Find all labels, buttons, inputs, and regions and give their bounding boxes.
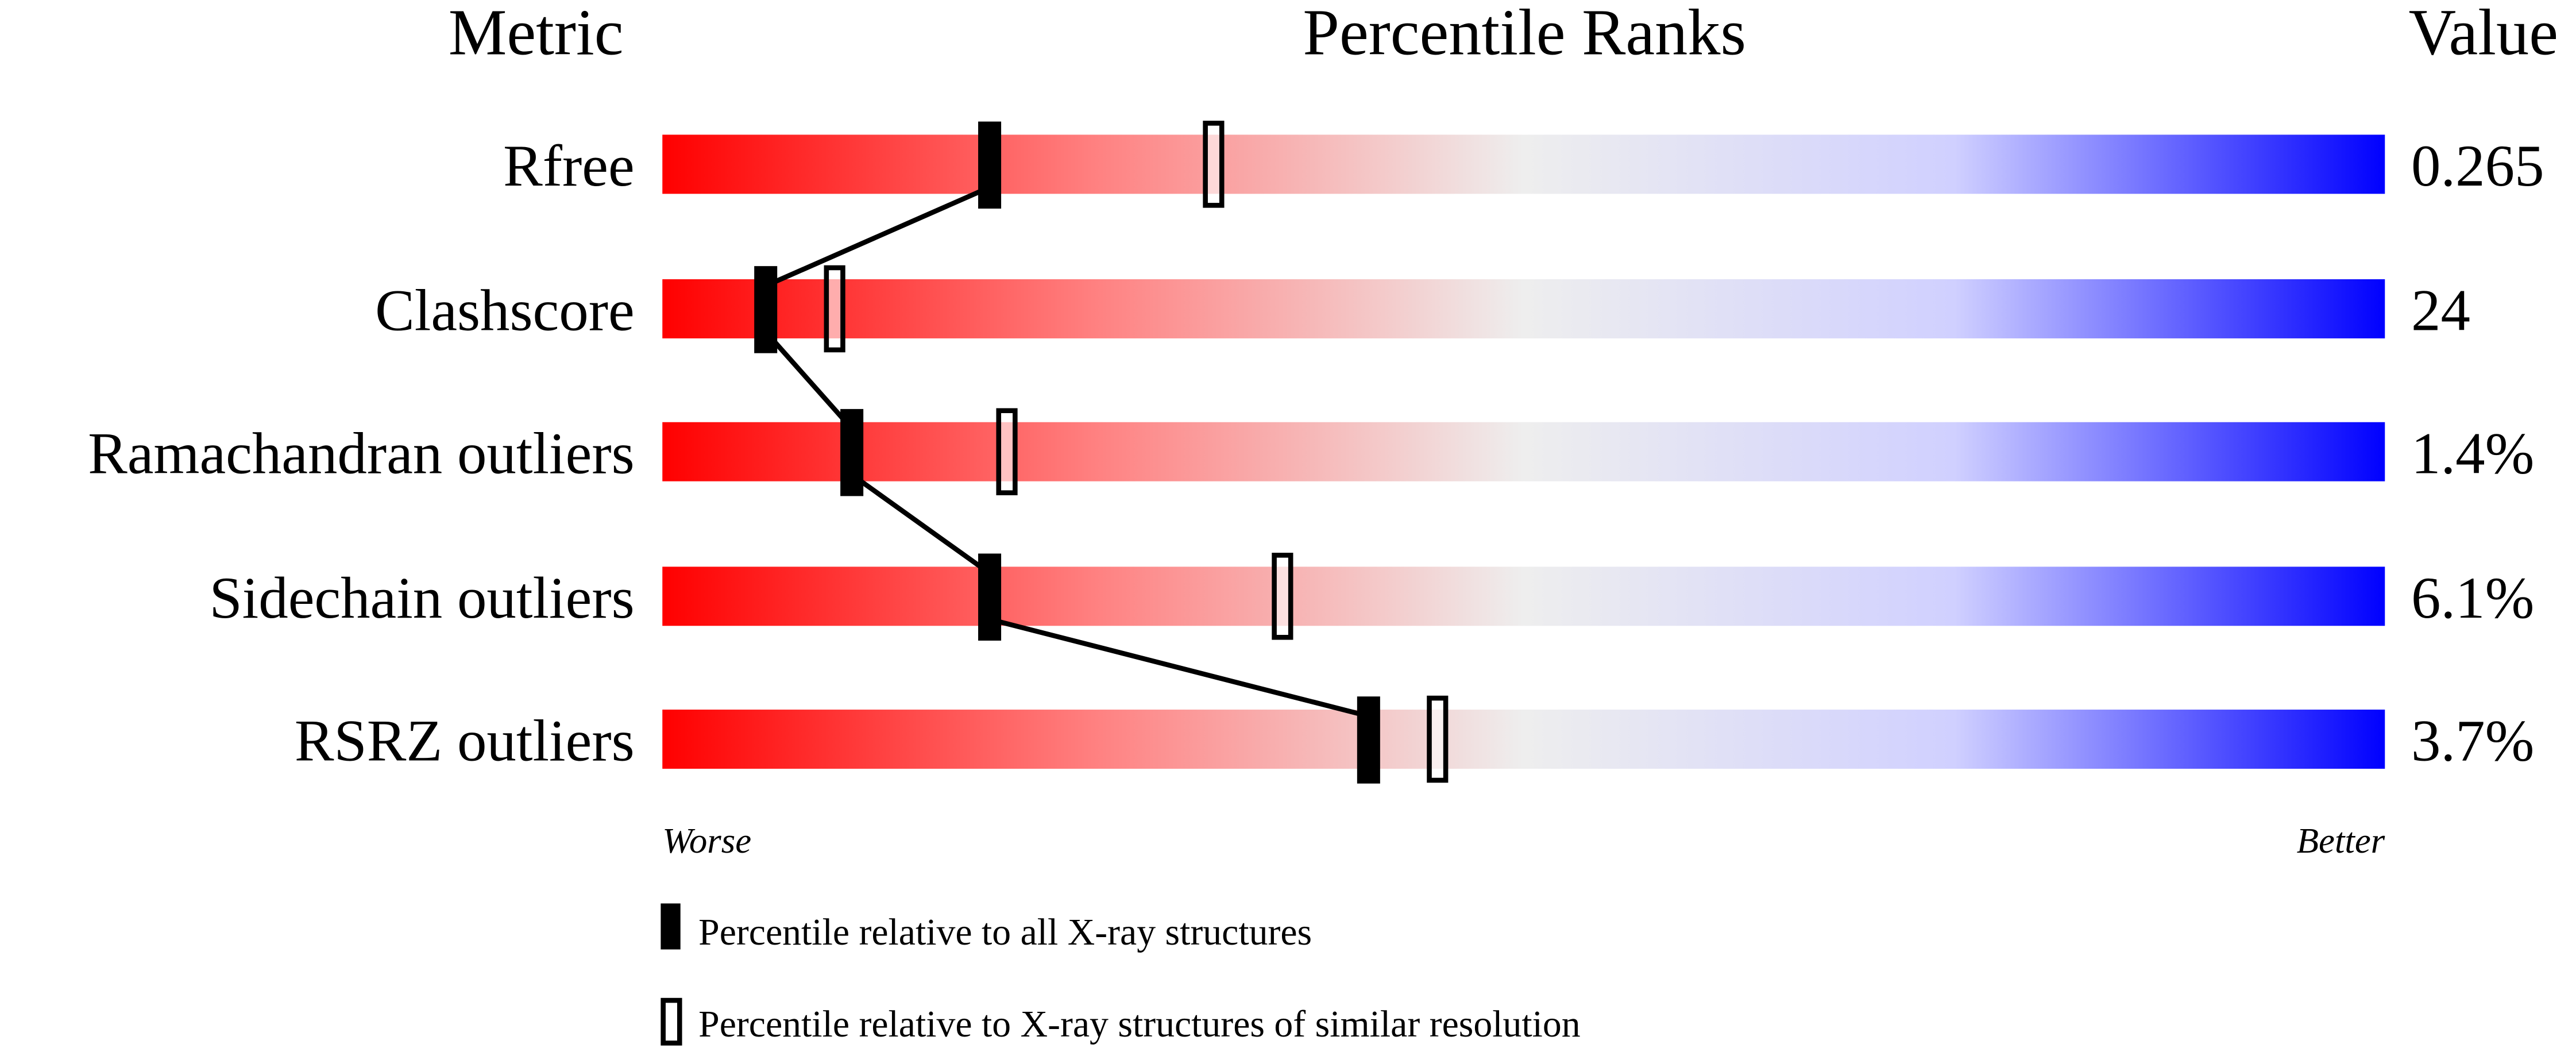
all-structures-marker bbox=[1357, 696, 1380, 784]
connector-line bbox=[764, 184, 991, 288]
metric-label: RSRZ outliers bbox=[295, 708, 635, 774]
all-structures-marker bbox=[978, 121, 1002, 209]
metric-label: Clashscore bbox=[375, 278, 635, 344]
similar-resolution-marker bbox=[1203, 121, 1225, 208]
all-structures-marker bbox=[978, 553, 1002, 641]
all-structures-marker bbox=[840, 409, 864, 496]
percentile-bar bbox=[662, 134, 2385, 194]
similar-resolution-marker bbox=[1427, 695, 1449, 783]
axis-label-worse: Worse bbox=[662, 820, 751, 861]
metric-value: 24 bbox=[2411, 278, 2470, 344]
metric-label: Rfree bbox=[503, 133, 635, 199]
legend-filled-marker bbox=[661, 903, 681, 950]
legend-filled-label: Percentile relative to all X-ray structu… bbox=[698, 911, 1312, 953]
metric-label: Ramachandran outliers bbox=[88, 421, 635, 486]
percentile-bar bbox=[662, 710, 2385, 769]
header-percentile-ranks: Percentile Ranks bbox=[1303, 0, 1746, 68]
header-metric: Metric bbox=[449, 0, 624, 68]
connector-line bbox=[850, 472, 991, 576]
metric-value: 1.4% bbox=[2411, 421, 2534, 486]
similar-resolution-marker bbox=[824, 265, 845, 353]
axis-label-better: Better bbox=[2297, 820, 2385, 861]
metric-value: 6.1% bbox=[2411, 565, 2534, 631]
connector-line bbox=[988, 617, 1369, 719]
metric-label: Sidechain outliers bbox=[209, 565, 634, 631]
percentile-bar bbox=[662, 279, 2385, 338]
metric-value: 3.7% bbox=[2411, 708, 2534, 774]
metric-value: 0.265 bbox=[2411, 133, 2544, 199]
percentile-bar bbox=[662, 422, 2385, 481]
connector-line bbox=[763, 330, 854, 431]
legend-open-label: Percentile relative to X-ray structures … bbox=[698, 1003, 1581, 1045]
similar-resolution-marker bbox=[1272, 553, 1293, 640]
legend-open-marker bbox=[661, 997, 682, 1046]
all-structures-marker bbox=[754, 266, 778, 353]
header-value: Value bbox=[2409, 0, 2558, 68]
similar-resolution-marker bbox=[996, 408, 1018, 495]
percentile-bar bbox=[662, 567, 2385, 626]
